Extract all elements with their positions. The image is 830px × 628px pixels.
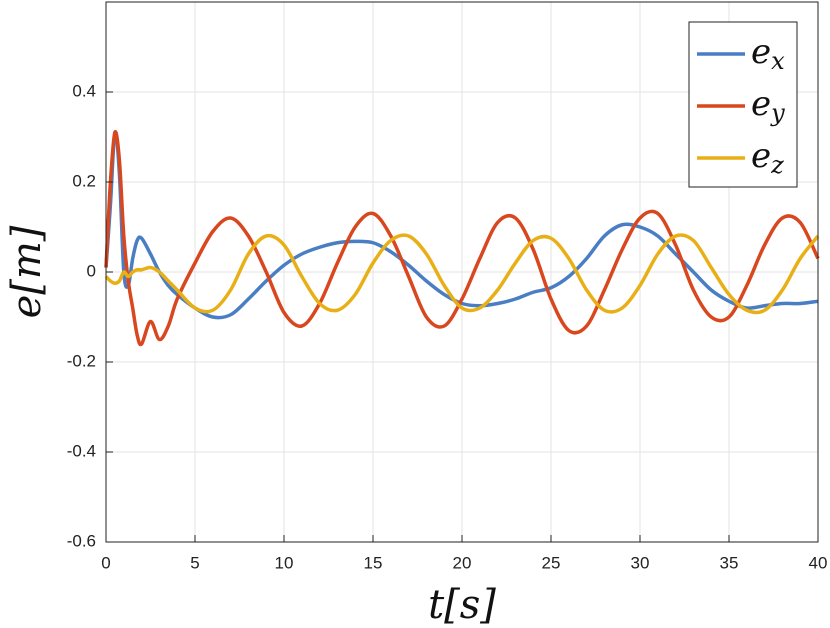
y-tick-label: -0.4 <box>67 441 96 460</box>
x-tick-label: 10 <box>275 553 294 572</box>
x-tick-label: 0 <box>101 553 110 572</box>
series-line <box>104 130 820 347</box>
y-tick-label: 0.4 <box>72 81 96 100</box>
series-line <box>104 233 820 315</box>
x-tick-label: 20 <box>453 553 472 572</box>
series-line <box>104 130 819 320</box>
legend-label: ey <box>751 84 785 127</box>
y-tick-label: -0.2 <box>67 351 96 370</box>
y-axis-label: e[m] <box>4 225 50 318</box>
y-tick-label: -0.6 <box>67 531 96 550</box>
y-tick-label: 0 <box>87 261 96 280</box>
x-tick-label: 30 <box>631 553 650 572</box>
x-tick-label: 15 <box>364 553 383 572</box>
x-tick-label: 40 <box>809 553 828 572</box>
legend-label: ez <box>751 136 784 179</box>
x-axis-label: t[s] <box>428 582 496 628</box>
x-tick-label: 5 <box>190 553 199 572</box>
legend-label: ex <box>751 32 785 75</box>
x-tick-label: 25 <box>542 553 561 572</box>
y-tick-label: 0.2 <box>72 171 96 190</box>
x-tick-label: 35 <box>720 553 739 572</box>
